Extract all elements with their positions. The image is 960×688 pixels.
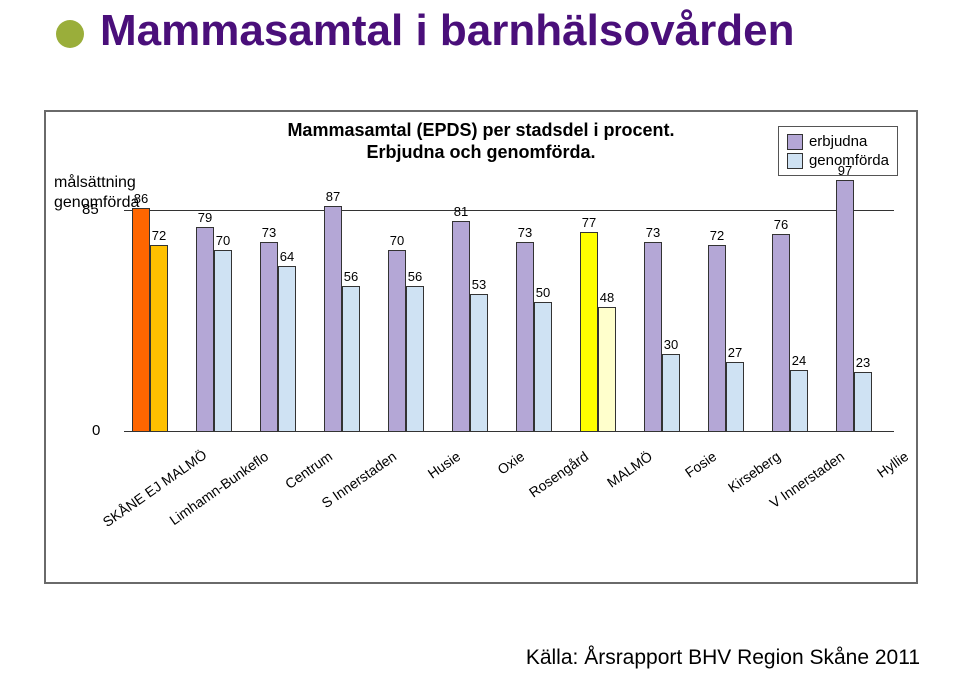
bar-genomforda xyxy=(278,266,296,432)
bar-value: 24 xyxy=(784,353,814,368)
bar-value: 70 xyxy=(208,233,238,248)
chart-plot-area: 86 72 79 70 73 64 87 56 70 56 81 53 73 50 77 48 73 30 72 27… xyxy=(124,172,894,432)
bar-erbjudna xyxy=(324,206,342,432)
bar-value: 27 xyxy=(720,345,750,360)
bar-value: 81 xyxy=(446,204,476,219)
bar-genomforda xyxy=(406,286,424,432)
bar-genomforda xyxy=(534,302,552,432)
legend-swatch xyxy=(787,134,803,150)
bar-value: 97 xyxy=(830,163,860,178)
bar-value: 73 xyxy=(254,225,284,240)
bar-value: 72 xyxy=(702,228,732,243)
bar-value: 30 xyxy=(656,337,686,352)
bar-genomforda xyxy=(662,354,680,432)
legend-swatch xyxy=(787,153,803,169)
bar-value: 73 xyxy=(510,225,540,240)
bar-erbjudna xyxy=(708,245,726,432)
bar-value: 86 xyxy=(126,191,156,206)
bar-genomforda xyxy=(214,250,232,432)
bar-value: 64 xyxy=(272,249,302,264)
legend-label: erbjudna xyxy=(809,133,867,150)
bar-genomforda xyxy=(854,372,872,432)
bar-genomforda xyxy=(790,370,808,432)
bar-erbjudna xyxy=(196,227,214,432)
bar-value: 87 xyxy=(318,189,348,204)
bar-erbjudna xyxy=(580,232,598,432)
bar-value: 50 xyxy=(528,285,558,300)
chart-container: Mammasamtal (EPDS) per stadsdel i procen… xyxy=(44,110,918,584)
y-tick-0: 0 xyxy=(92,422,100,439)
bar-value: 70 xyxy=(382,233,412,248)
bar-erbjudna xyxy=(516,242,534,432)
bar-erbjudna xyxy=(260,242,278,432)
bar-erbjudna xyxy=(452,221,470,432)
bar-value: 48 xyxy=(592,290,622,305)
legend-item: erbjudna xyxy=(787,133,889,150)
bar-value: 56 xyxy=(400,269,430,284)
x-axis-labels: SKÅNE EJ MALMÖLimhamn-BunkefloCentrumS I… xyxy=(124,442,894,562)
target-line xyxy=(124,210,894,211)
bar-genomforda xyxy=(726,362,744,432)
bar-genomforda xyxy=(342,286,360,432)
title-bullet xyxy=(56,20,84,48)
bar-value: 77 xyxy=(574,215,604,230)
bar-genomforda xyxy=(470,294,488,432)
bar-value: 76 xyxy=(766,217,796,232)
bar-value: 53 xyxy=(464,277,494,292)
bar-value: 23 xyxy=(848,355,878,370)
bar-erbjudna xyxy=(836,180,854,432)
bar-value: 56 xyxy=(336,269,366,284)
bar-value: 73 xyxy=(638,225,668,240)
bar-genomforda xyxy=(150,245,168,432)
bar-erbjudna xyxy=(772,234,790,432)
source-footer: Källa: Årsrapport BHV Region Skåne 2011 xyxy=(526,646,920,670)
x-tick-label: SKÅNE EJ MALMÖ xyxy=(100,448,207,530)
bar-value: 79 xyxy=(190,210,220,225)
bar-genomforda xyxy=(598,307,616,432)
page-title: Mammasamtal i barnhälsovården xyxy=(100,6,794,56)
y-tick-85: 85 xyxy=(82,201,99,218)
bar-value: 72 xyxy=(144,228,174,243)
